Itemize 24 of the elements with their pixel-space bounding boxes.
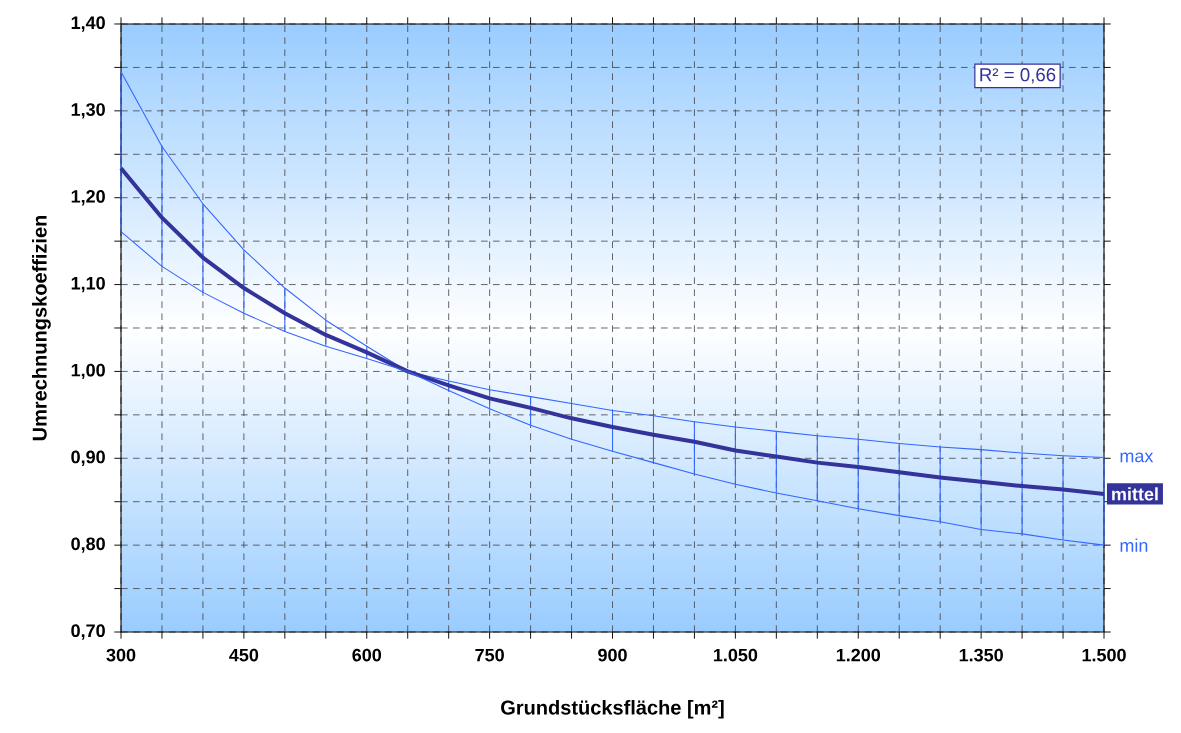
x-tick-label: 1.200 bbox=[836, 648, 881, 662]
annotation: R² = 0,66 bbox=[980, 68, 1056, 84]
x-tick-label: 750 bbox=[475, 648, 504, 662]
y-tick-label: 1,10 bbox=[71, 276, 105, 293]
x-tick-label: 1.350 bbox=[959, 648, 1003, 662]
y-tick-label: 1,40 bbox=[71, 16, 105, 32]
x-tick-label: 1.050 bbox=[713, 648, 758, 662]
y-tick-label: 1,30 bbox=[71, 103, 105, 119]
y-tick-label: 1,20 bbox=[71, 190, 105, 206]
x-tick-label: 450 bbox=[229, 648, 259, 662]
x-tick-label: 900 bbox=[598, 648, 627, 662]
line-series bbox=[119, 166, 1107, 496]
series-label: max bbox=[1120, 452, 1154, 463]
y-tick-label: 0,80 bbox=[71, 537, 105, 553]
x-axis-title: Grundstücksfläche [m²] bbox=[501, 699, 724, 719]
series-label: min bbox=[1120, 538, 1148, 552]
y-axis-title: Umrechnungskoeffizien bbox=[32, 215, 51, 441]
x-tick-label: 1.500 bbox=[1082, 648, 1126, 662]
x-tick-label: 300 bbox=[106, 648, 136, 662]
y-tick-label: 0,90 bbox=[71, 450, 105, 466]
x-tick-label: 600 bbox=[352, 648, 382, 662]
y-tick-label: 0,70 bbox=[71, 624, 105, 640]
series-label: mittel bbox=[1112, 487, 1158, 501]
y-tick-label: 1,00 bbox=[71, 363, 105, 380]
